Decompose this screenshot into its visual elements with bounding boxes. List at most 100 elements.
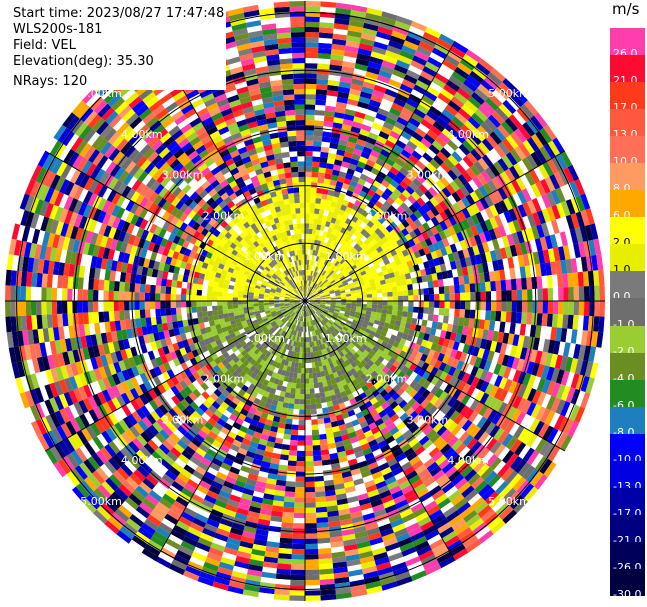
velocity-cell [526,312,533,325]
velocity-cell [381,212,390,221]
velocity-cell [546,275,553,289]
velocity-cell [294,497,305,503]
velocity-cell [444,293,450,301]
velocity-cell [342,156,352,164]
velocity-cell [305,104,316,110]
velocity-cell [287,460,297,467]
velocity-cell [418,184,428,194]
velocity-cell [309,281,313,287]
velocity-cell [439,176,450,188]
velocity-cell [430,216,440,226]
velocity-cell [315,229,321,236]
velocity-cell [324,237,330,244]
velocity-cell [412,131,424,142]
velocity-cell [308,293,313,298]
velocity-cell [413,218,423,228]
velocity-cell [382,292,388,297]
velocity-cell [460,292,466,301]
velocity-cell [374,36,390,46]
velocity-cell [594,301,600,317]
velocity-cell [373,41,389,51]
velocity-cell [351,295,357,299]
velocity-cell [348,270,355,276]
velocity-cell [309,297,315,300]
velocity-cell [372,259,379,266]
velocity-cell [276,563,292,570]
velocity-cell [403,267,410,275]
velocity-cell [568,286,574,301]
velocity-cell [491,238,500,251]
velocity-cell [308,259,312,266]
velocity-cell [327,152,337,160]
velocity-cell [378,130,390,140]
velocity-cell [312,161,320,168]
velocity-cell [338,284,344,288]
velocity-cell [402,284,408,291]
velocity-cell [315,496,327,503]
velocity-cell [484,118,498,132]
velocity-cell [293,517,305,524]
velocity-cell [398,193,408,203]
velocity-cell [316,78,329,85]
velocity-cell [380,126,392,136]
velocity-cell [320,283,326,288]
velocity-cell [325,100,337,107]
velocity-cell [392,144,404,154]
velocity-cell [510,278,517,291]
velocity-cell [310,409,317,415]
velocity-cell [311,255,315,261]
velocity-cell [316,273,321,279]
velocity-cell [378,261,386,268]
velocity-cell [323,279,329,284]
velocity-cell [391,102,404,112]
velocity-cell [491,89,507,104]
velocity-cell [308,275,311,281]
velocity-cell [346,141,357,149]
velocity-cell [318,423,326,430]
velocity-cell [334,276,340,282]
velocity-cell [351,78,364,87]
velocity-cell [283,397,290,404]
velocity-cell [322,412,330,419]
velocity-cell [498,225,507,238]
velocity-cell [307,292,312,297]
velocity-cell [295,388,301,394]
velocity-cell [381,192,390,201]
velocity-cell [413,250,421,259]
velocity-cell [480,79,496,94]
velocity-cell [318,281,324,287]
velocity-cell [444,104,458,117]
velocity-cell [418,41,435,53]
velocity-cell [217,309,224,315]
velocity-cell [343,178,352,186]
velocity-cell [424,61,440,73]
velocity-cell [541,275,548,289]
velocity-cell [314,296,320,299]
velocity-cell [389,213,398,222]
velocity-cell [319,263,324,269]
velocity-cell [388,204,397,214]
velocity-cell [426,86,441,98]
velocity-cell [305,197,311,203]
velocity-cell [440,147,452,159]
velocity-cell [305,538,318,545]
velocity-cell [310,403,317,410]
velocity-cell [464,100,479,113]
velocity-cell [396,315,403,322]
velocity-cell [334,18,350,26]
velocity-cell [293,512,305,519]
velocity-cell [338,192,346,200]
velocity-cell [386,309,393,315]
velocity-cell [321,264,326,270]
velocity-cell [366,242,374,249]
velocity-cell [380,166,390,176]
velocity-cell [393,217,402,227]
velocity-cell [330,239,336,246]
velocity-cell [466,205,476,217]
velocity-cell [353,148,363,157]
velocity-cell [458,317,465,327]
velocity-cell [316,286,321,291]
velocity-cell [306,259,310,265]
velocity-cell [465,167,477,180]
velocity-cell [323,247,329,254]
